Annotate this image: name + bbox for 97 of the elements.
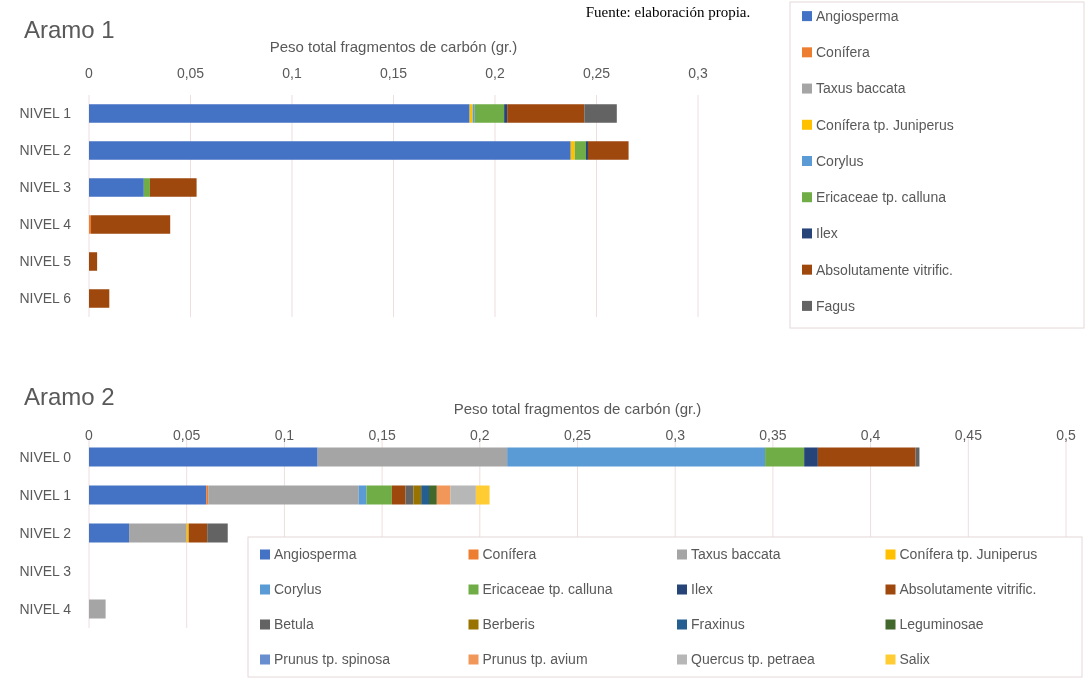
x-tick-label: 0,1 (282, 65, 302, 81)
legend-label: Ilex (691, 581, 713, 598)
bar (436, 485, 451, 505)
bar (391, 485, 406, 505)
legend-label: Corylus (816, 152, 864, 169)
legend-label: Conífera tp. Juniperus (816, 116, 954, 133)
y-tick-label: NIVEL 0 (19, 448, 72, 465)
x-tick-label: 0,4 (860, 427, 881, 443)
x-tick-label: 0,35 (759, 427, 787, 443)
legend-label: Conífera (816, 44, 870, 61)
bar (89, 485, 207, 505)
legend-label: Absolutamente vitrific. (899, 581, 1037, 598)
legend-label: Ericaceae tp. calluna (816, 189, 947, 206)
bar (574, 141, 586, 160)
bar (89, 178, 144, 197)
bar (507, 447, 766, 467)
bar (207, 523, 228, 543)
legend-label: Ilex (816, 225, 838, 242)
bar (143, 178, 150, 197)
x-tick-label: 0,05 (173, 427, 201, 443)
y-tick-label: NIVEL 3 (19, 179, 72, 196)
legend-label: Absolutamente vitrific. (816, 261, 953, 278)
x-tick-label: 0,45 (954, 427, 983, 443)
y-tick-label: NIVEL 5 (19, 253, 72, 270)
legend-label: Leguminosae (899, 616, 984, 633)
bar (421, 485, 429, 505)
x-tick-label: 0,2 (485, 65, 505, 81)
legend-label: Quercus tp. petraea (691, 651, 815, 668)
y-tick-label: NIVEL 3 (19, 562, 72, 579)
bar (89, 252, 98, 271)
y-tick-label: NIVEL 4 (19, 216, 72, 233)
bar (89, 289, 110, 308)
legend-label: Prunus tp. spinosa (274, 651, 391, 668)
legend-label: Taxus baccata (691, 546, 781, 563)
bar (129, 523, 187, 543)
bar (817, 447, 916, 467)
chart-title: Aramo 1 (24, 16, 115, 43)
x-tick-label: 0,2 (470, 427, 490, 443)
bar (317, 447, 508, 467)
source-note: Fuente: elaboración propia. (585, 4, 751, 21)
y-tick-label: NIVEL 4 (19, 600, 72, 617)
bar (570, 141, 575, 160)
bar (475, 485, 490, 505)
legend-label: Betula (274, 616, 314, 633)
legend-label: Salix (899, 651, 930, 668)
bar (765, 447, 805, 467)
legend-label: Corylus (274, 581, 322, 598)
y-tick-label: NIVEL 6 (19, 290, 72, 307)
legend-label: Angiosperma (274, 546, 357, 563)
x-tick-label: 0,5 (1056, 427, 1076, 443)
x-tick-label: 0,3 (665, 427, 686, 443)
bar (507, 104, 585, 123)
legend-label: Prunus tp. avium (482, 651, 588, 668)
chart-title: Aramo 2 (24, 383, 115, 410)
x-axis-title: Peso total fragmentos de carbón (gr.) (453, 400, 702, 417)
x-tick-label: 0,25 (563, 427, 592, 443)
bar (89, 141, 571, 160)
bar (585, 141, 588, 160)
x-tick-label: 0,15 (379, 65, 408, 81)
y-tick-label: NIVEL 1 (19, 486, 72, 503)
bar (587, 141, 629, 160)
y-tick-label: NIVEL 2 (19, 142, 72, 159)
legend-label: Ericaceae tp. calluna (482, 581, 613, 598)
x-axis-title: Peso total fragmentos de carbón (gr.) (269, 38, 518, 55)
bar (504, 104, 508, 123)
bar (91, 215, 171, 234)
bar (89, 104, 470, 123)
legend-label: Taxus baccata (816, 80, 906, 97)
legend-label: Angiosperma (816, 8, 899, 25)
x-tick-label: 0,1 (274, 427, 295, 443)
bar (413, 485, 422, 505)
x-tick-label: 0,25 (582, 65, 611, 81)
y-tick-label: NIVEL 2 (19, 524, 72, 541)
bar (429, 485, 437, 505)
legend-label: Conífera (482, 546, 537, 563)
legend-label: Fraxinus (691, 616, 745, 633)
x-tick-label: 0,15 (368, 427, 396, 443)
bar (208, 485, 359, 505)
bar (804, 447, 818, 467)
x-tick-label: 0,3 (688, 65, 708, 81)
bar (188, 523, 208, 543)
x-tick-label: 0 (85, 65, 94, 81)
bar (584, 104, 617, 123)
bar (89, 523, 130, 543)
x-tick-label: 0 (85, 427, 94, 443)
bar (89, 599, 106, 619)
x-tick-label: 0,05 (176, 65, 205, 81)
legend-label: Berberis (482, 616, 535, 633)
y-tick-label: NIVEL 1 (19, 105, 72, 122)
legend-label: Conífera tp. Juniperus (899, 546, 1038, 563)
bar (474, 104, 505, 123)
legend-label: Fagus (816, 297, 855, 314)
bar (366, 485, 392, 505)
bar (149, 178, 197, 197)
bar (89, 215, 92, 234)
bar (89, 447, 318, 467)
bar (450, 485, 476, 505)
